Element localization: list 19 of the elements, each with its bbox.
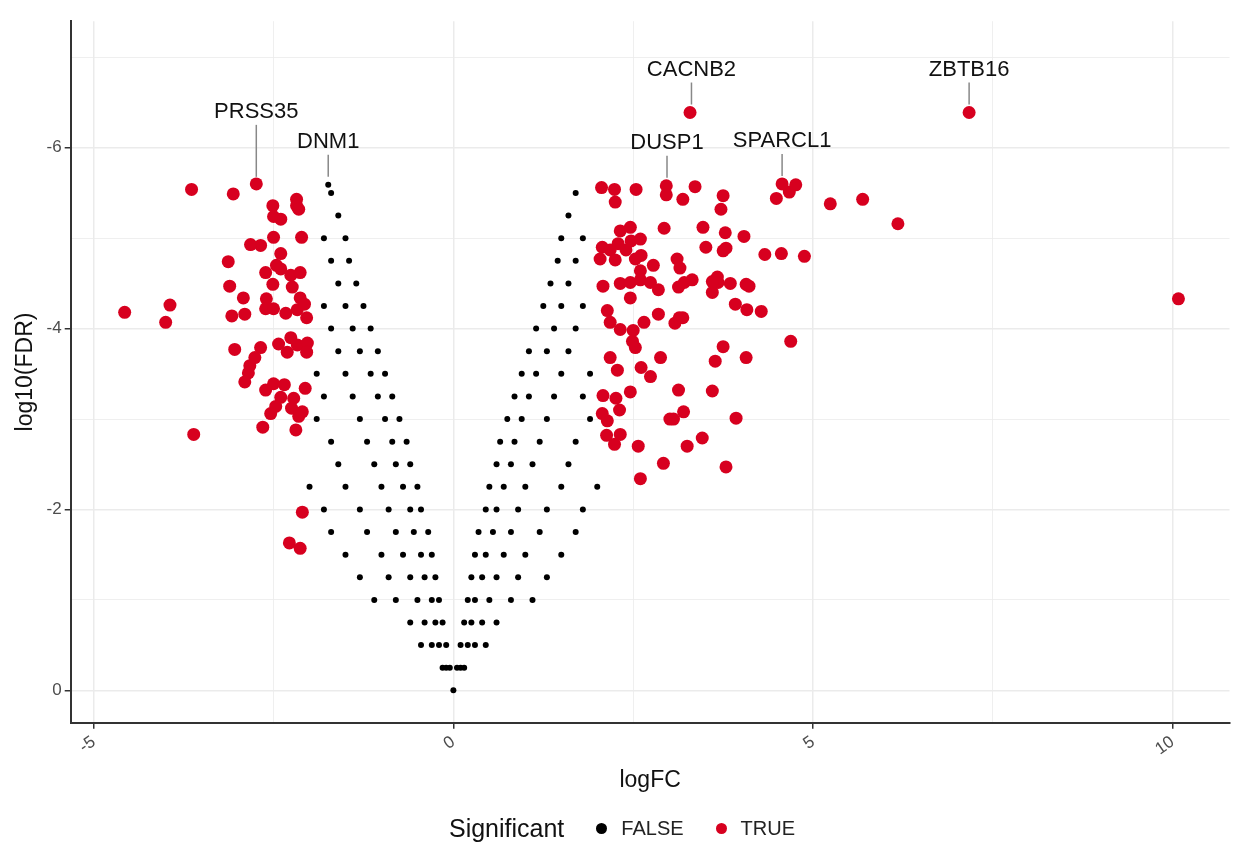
y-tick-label: -4 — [46, 318, 62, 338]
annotation: PRSS35 — [214, 97, 299, 123]
x-axis-title: logFC — [619, 765, 681, 792]
legend-title: Significant — [448, 814, 565, 843]
annotation: DUSP1 — [630, 128, 704, 154]
annotation: ZBTB16 — [928, 55, 1010, 81]
x-tick-label: 5 — [799, 731, 819, 753]
legend-label: FALSE — [621, 817, 684, 840]
annotation: DNM1 — [297, 127, 360, 153]
x-tick-label: 0 — [439, 731, 459, 753]
x-tick-label: 10 — [1151, 731, 1178, 759]
annotation: SPARCL1 — [732, 127, 832, 153]
legend-label: TRUE — [740, 817, 796, 840]
y-tick-label: -6 — [46, 137, 62, 157]
y-axis-title: log10(FDR) — [11, 312, 38, 432]
x-tick-label: -5 — [75, 731, 99, 756]
annotation: CACNB2 — [646, 55, 737, 81]
y-tick-label: 0 — [52, 679, 62, 699]
y-tick-label: -2 — [46, 499, 62, 519]
